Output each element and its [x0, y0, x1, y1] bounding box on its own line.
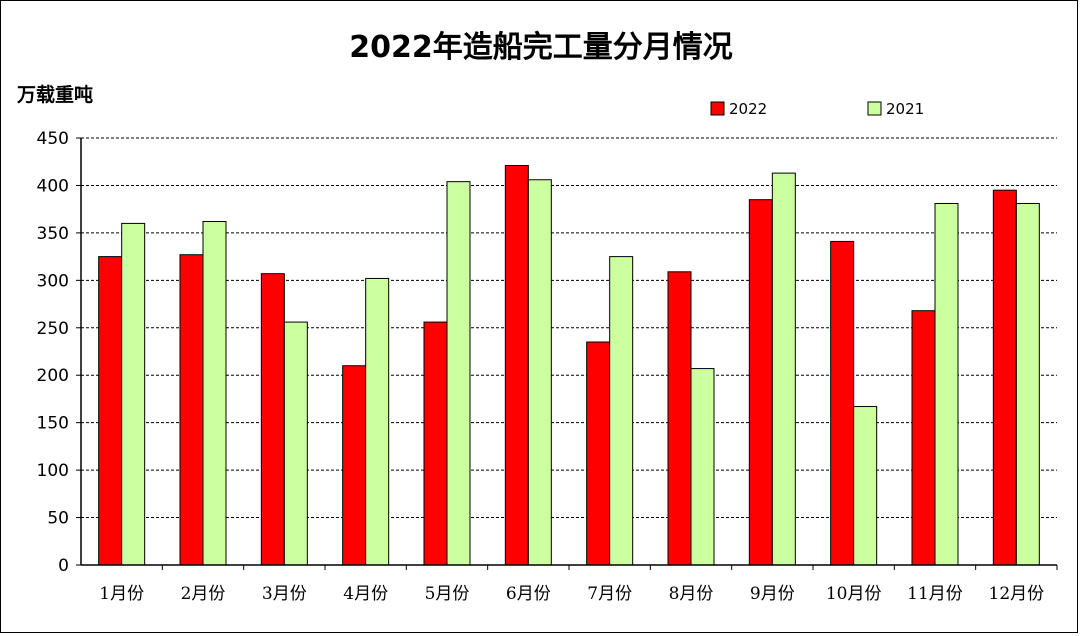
bar-2021-5 — [446, 181, 471, 566]
x-tick-label: 12月份 — [989, 584, 1045, 604]
bars — [98, 165, 1040, 566]
bar-2022-2 — [179, 254, 204, 566]
x-tick-label: 2月份 — [181, 584, 226, 604]
bar-2021-12 — [1015, 202, 1040, 566]
legend-swatch-2022 — [710, 101, 725, 116]
y-axis-label: 万载重吨 — [16, 83, 93, 106]
x-tick-label: 7月份 — [587, 584, 632, 604]
y-tick-label: 200 — [37, 366, 69, 386]
axes — [76, 137, 1058, 570]
bar-2022-9 — [748, 199, 773, 566]
x-tick-label: 4月份 — [343, 584, 388, 604]
bar-2022-6 — [504, 165, 529, 566]
y-tick-label: 100 — [37, 461, 69, 481]
x-tick-label: 1月份 — [99, 584, 144, 604]
bar-2022-12 — [992, 189, 1017, 566]
x-tick-label: 8月份 — [669, 584, 714, 604]
bar-2021-11 — [934, 202, 959, 566]
y-tick-label: 50 — [47, 509, 69, 529]
x-tick-label: 5月份 — [425, 584, 470, 604]
bar-2021-9 — [771, 172, 796, 566]
legend-label-2022: 2022 — [729, 100, 767, 118]
legend-swatch-2021 — [867, 101, 882, 116]
bar-2021-7 — [609, 256, 634, 566]
grid-lines — [81, 137, 1057, 519]
bar-2021-3 — [283, 321, 308, 566]
bar-2022-10 — [830, 240, 855, 566]
y-tick-labels: 0 50 100 150 200 250 300 350 400 450 — [37, 129, 69, 576]
y-tick-label: 250 — [37, 319, 69, 339]
x-tick-label: 3月份 — [262, 584, 307, 604]
bar-2022-7 — [586, 341, 611, 566]
x-tick-label: 11月份 — [907, 584, 963, 604]
legend-label-2021: 2021 — [886, 100, 924, 118]
x-tick-labels: 1月份 2月份 3月份 4月份 5月份 6月份 7月份 8月份 9月份 10月份 11月份 12月份 — [99, 584, 1044, 604]
legend: 2022 2021 — [710, 100, 924, 118]
y-tick-label: 450 — [37, 129, 69, 149]
y-tick-label: 150 — [37, 414, 69, 434]
bar-2021-4 — [365, 277, 390, 566]
y-tick-label: 350 — [37, 224, 69, 244]
x-tick-label: 10月份 — [826, 584, 882, 604]
bar-2022-8 — [667, 271, 692, 566]
y-tick-label: 400 — [37, 176, 69, 196]
x-tick-label: 9月份 — [750, 584, 795, 604]
bar-2022-5 — [423, 321, 448, 566]
y-tick-label: 0 — [58, 556, 69, 576]
bar-2021-10 — [853, 406, 878, 566]
bar-2022-3 — [260, 273, 285, 566]
bar-2021-2 — [202, 221, 227, 566]
bar-2022-1 — [98, 256, 123, 566]
bar-2021-8 — [690, 368, 715, 566]
bar-2022-11 — [911, 310, 936, 566]
bar-2022-4 — [342, 365, 367, 566]
x-tick-label: 6月份 — [506, 584, 551, 604]
bar-2021-6 — [527, 179, 552, 566]
y-tick-label: 300 — [37, 271, 69, 291]
bar-2021-1 — [121, 222, 146, 566]
chart-title: 2022年造船完工量分月情况 — [349, 30, 733, 65]
